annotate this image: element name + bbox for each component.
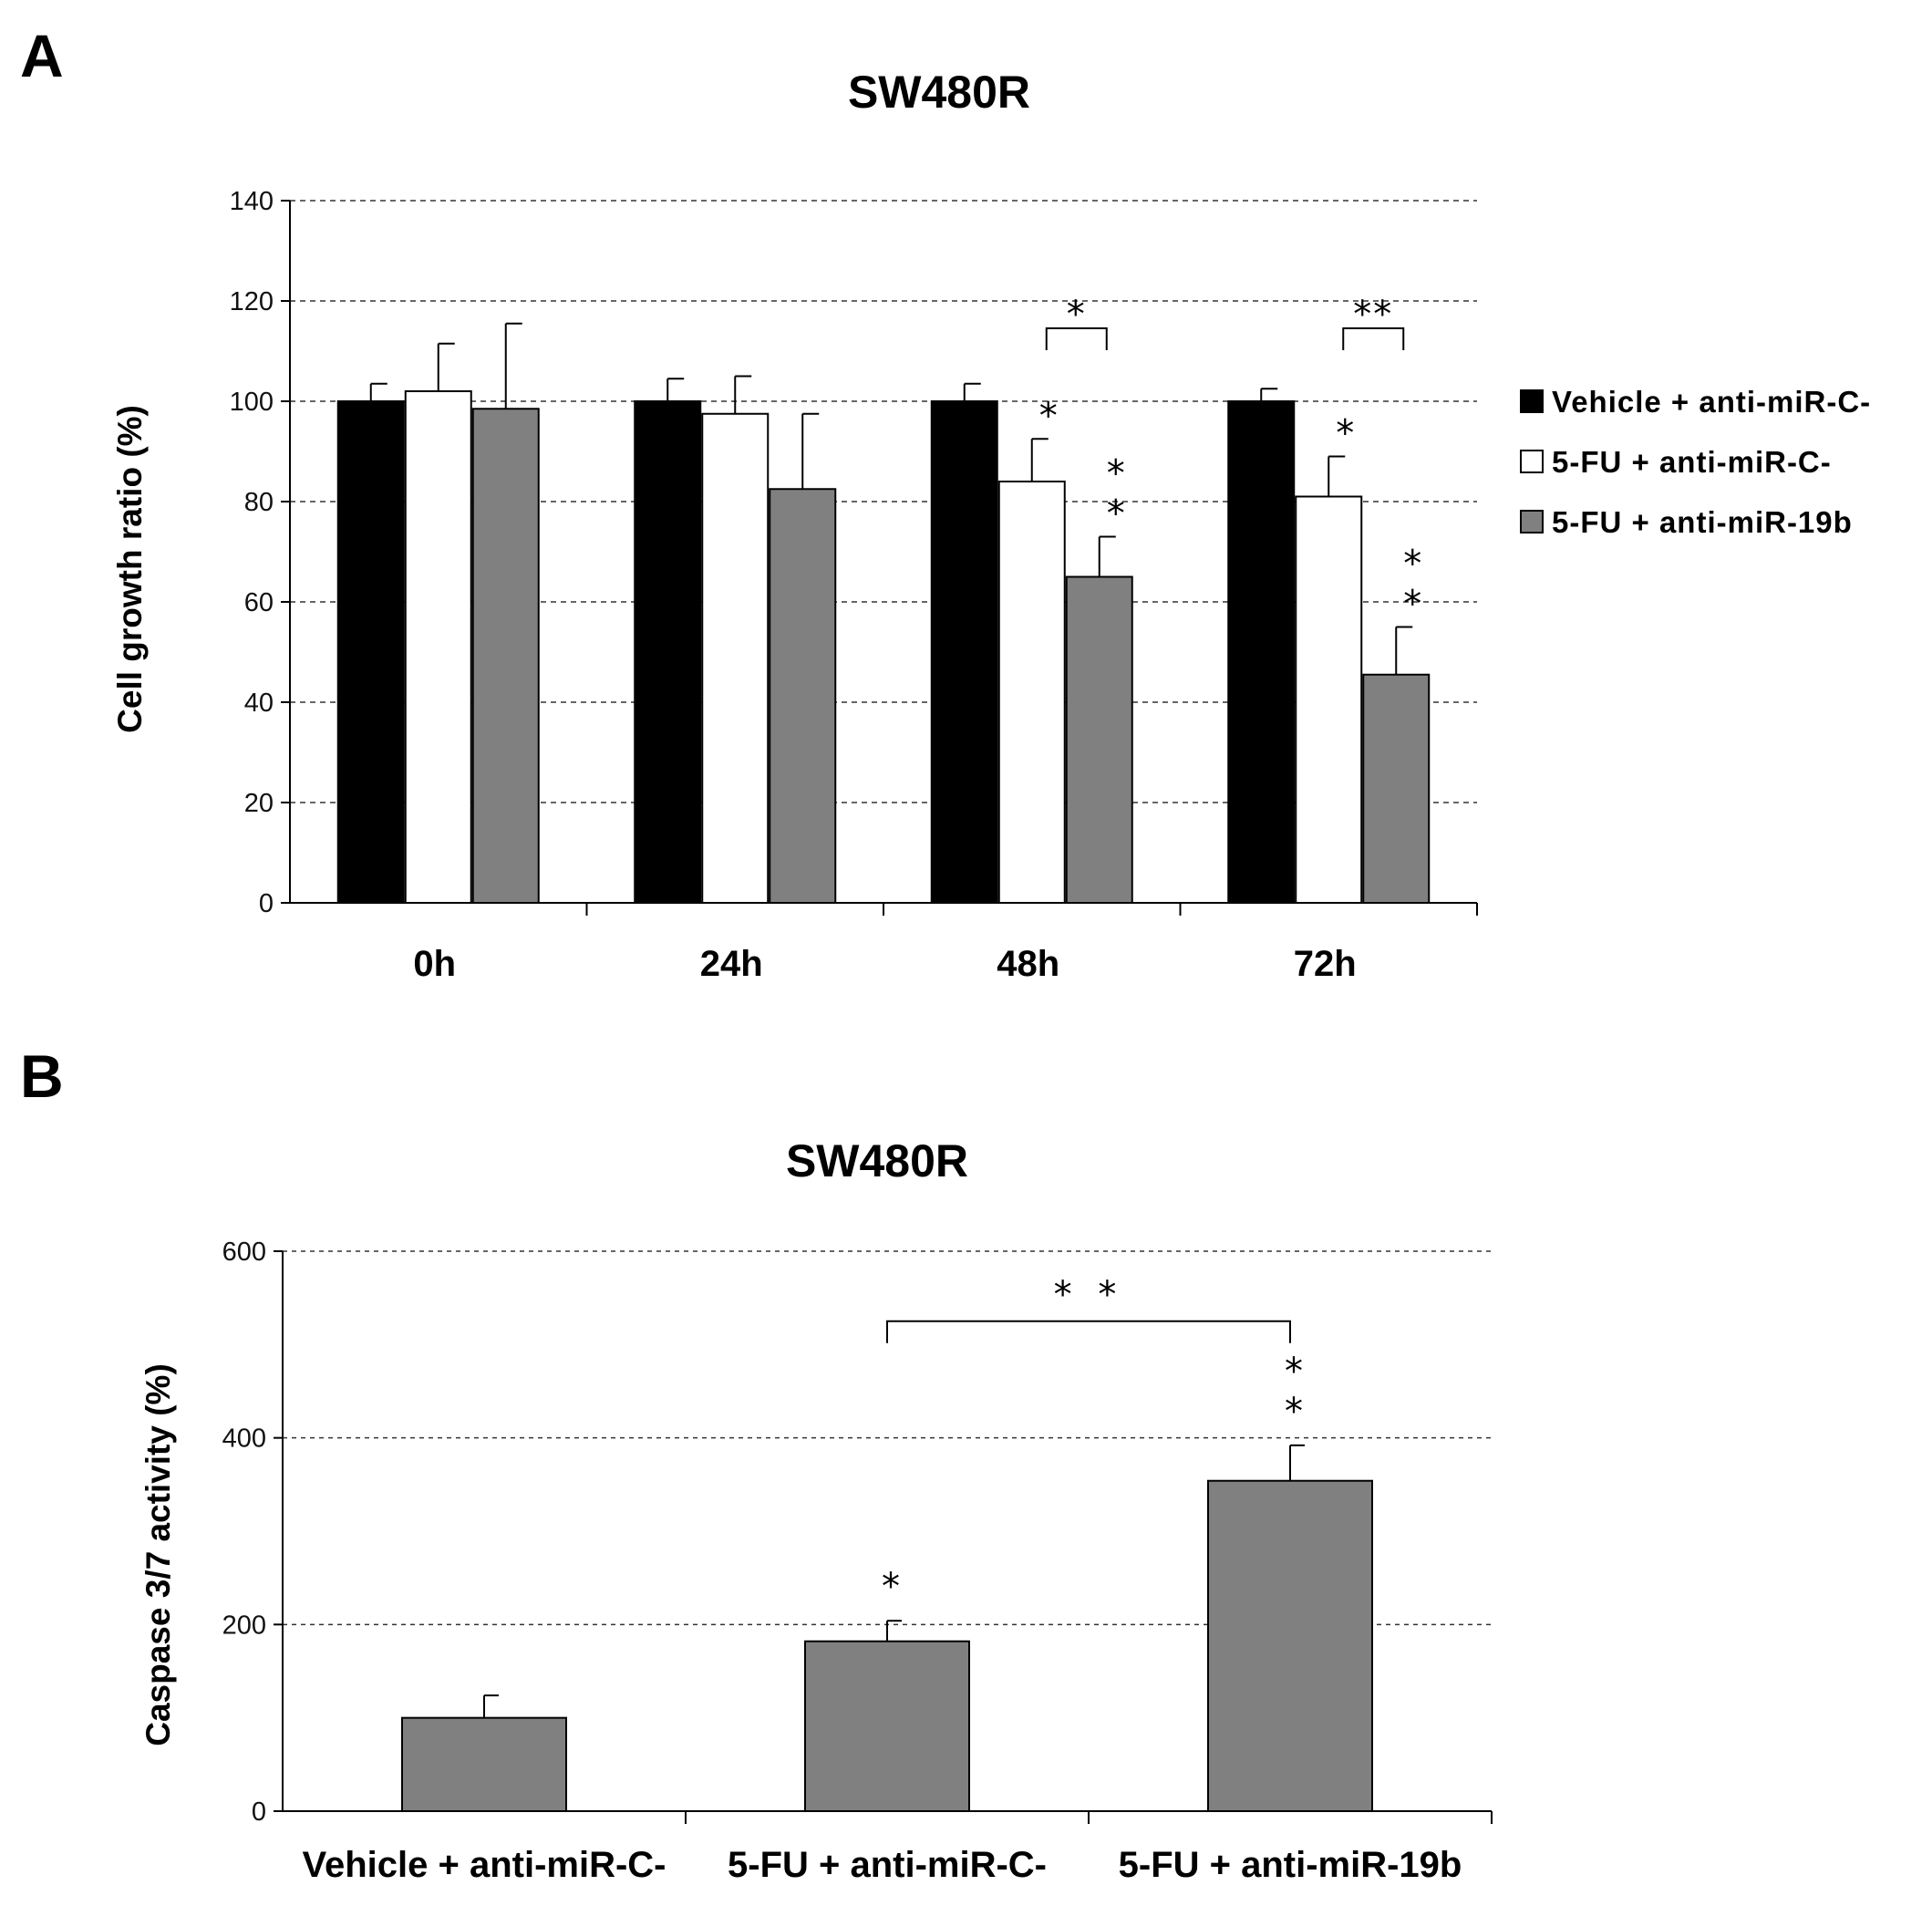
- panel-b-y-tick-label: 400: [222, 1424, 266, 1454]
- panel-a-significance-1: *: [1403, 584, 1421, 626]
- panel-b-significance-1: *: [1285, 1391, 1303, 1433]
- panel-a-x-tick-label: 48h: [997, 944, 1059, 984]
- panel-b-x-tick-label: 5-FU + anti-miR-19b: [1119, 1845, 1462, 1885]
- panel-a-bar-2-2: [1065, 575, 1133, 904]
- panel-a-y-tick-label: 40: [244, 689, 274, 718]
- panel-a-significance-2: *: [1107, 453, 1125, 495]
- panel-a-bar-0-0: [336, 400, 405, 904]
- panel-a-legend-swatch: [1520, 450, 1544, 473]
- panel-b-y-tick-label: 0: [252, 1797, 266, 1827]
- panel-a-bar-1-1: [701, 412, 770, 904]
- panel-a-x-tick-label: 0h: [413, 944, 456, 984]
- panel-b-x-tick-label: Vehicle + anti-miR-C-: [303, 1845, 666, 1885]
- panel-b-significance: *: [882, 1566, 900, 1608]
- panel-a-bar-3-1: [1295, 495, 1363, 904]
- panel-a-x-tick-label: 72h: [1294, 944, 1357, 984]
- panel-a-significance-2: *: [1403, 544, 1421, 585]
- panel-a-bar-2-0: [930, 400, 998, 904]
- panel-a-y-tick-label: 100: [230, 388, 274, 417]
- panel-b-bar-1: [804, 1640, 970, 1812]
- panel-a-bracket: [1342, 327, 1405, 350]
- panel-a-legend-label: 5-FU + anti-miR-C-: [1552, 445, 1832, 479]
- panel-a-significance: *: [1039, 395, 1058, 437]
- panel-b-bar-0: [401, 1716, 567, 1812]
- panel-a-y-tick-label: 140: [230, 187, 274, 216]
- panel-b-y-tick-label: 600: [222, 1238, 266, 1267]
- panel-a-legend-swatch: [1520, 510, 1544, 533]
- panel-a-letter: A: [20, 22, 64, 89]
- panel-b-bar-2: [1207, 1479, 1373, 1812]
- panel-b-plot: 0 200 400 600 Vehicle + anti-miR-C- * 5-FU + a…: [222, 1238, 1493, 1885]
- panel-a-y-tick-label: 0: [259, 889, 274, 918]
- panel-a-significance-1: *: [1107, 493, 1125, 535]
- panel-b-title: SW480R: [786, 1135, 968, 1186]
- panel-a-y-tick-label: 60: [244, 588, 274, 617]
- panel-a-legend-swatch: [1520, 389, 1544, 413]
- panel-b-letter: B: [20, 1042, 64, 1110]
- panel-a-bracket: [1045, 327, 1108, 350]
- panel-a-y-tick-label: 120: [230, 287, 274, 316]
- panel-a-x-tick-label: 24h: [700, 944, 763, 984]
- panel-a-bracket-label: *: [1067, 294, 1087, 336]
- panel-b-x-tick-label: 5-FU + anti-miR-C-: [728, 1845, 1047, 1885]
- panel-a-bar-1-0: [634, 400, 702, 904]
- panel-b-bracket-label: * *: [1054, 1274, 1124, 1316]
- panel-a-y-axis-label: Cell growth ratio (%): [111, 405, 149, 733]
- panel-b-significance-2: *: [1285, 1351, 1303, 1393]
- panel-a-legend-label: 5-FU + anti-miR-19b: [1552, 505, 1853, 539]
- panel-a-bar-2-1: [997, 481, 1066, 904]
- panel-b-bracket: [886, 1320, 1291, 1343]
- panel-a-y-tick-label: 20: [244, 789, 274, 818]
- panel-a-bracket-label: **: [1353, 294, 1393, 336]
- panel-a-bar-3-2: [1362, 673, 1431, 904]
- panel-a-y-tick-label: 80: [244, 488, 274, 517]
- panel-a-legend: Vehicle + anti-miR-C- 5-FU + anti-miR-C- 5…: [1520, 385, 1871, 539]
- panel-a-significance: *: [1336, 413, 1354, 455]
- panel-a-title: SW480R: [848, 67, 1030, 118]
- panel-a-bar-0-1: [404, 390, 472, 904]
- panel-a-bar-1-2: [769, 488, 837, 904]
- panel-a-legend-label: Vehicle + anti-miR-C-: [1552, 385, 1871, 419]
- panel-a-bar-0-2: [471, 408, 540, 904]
- panel-a-bar-3-0: [1227, 400, 1296, 904]
- panel-b-y-tick-label: 200: [222, 1611, 266, 1640]
- panel-b-y-axis-label: Caspase 3/7 activity (%): [139, 1363, 177, 1746]
